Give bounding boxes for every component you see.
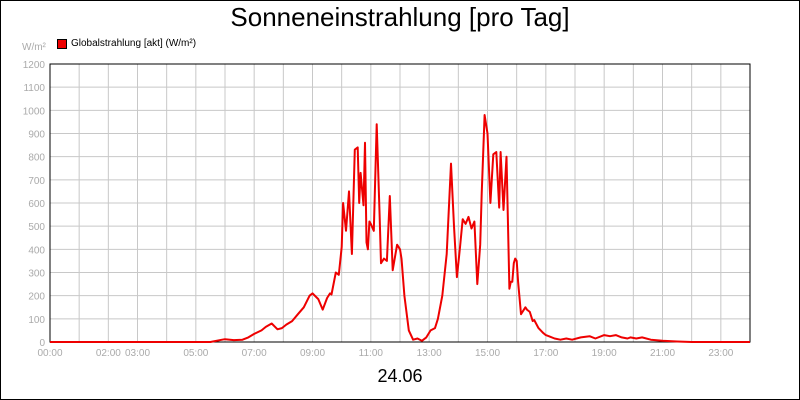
y-tick-label: 1100 bbox=[23, 83, 45, 94]
x-tick-label: 03:00 bbox=[125, 348, 150, 359]
x-tick-label: 17:00 bbox=[533, 348, 558, 359]
y-tick-label: 0 bbox=[39, 338, 45, 349]
grid bbox=[50, 64, 750, 342]
y-tick-label: 500 bbox=[28, 222, 45, 233]
y-tick-label: 200 bbox=[28, 292, 45, 303]
x-tick-label: 23:00 bbox=[708, 348, 733, 359]
y-tick-label: 400 bbox=[28, 245, 45, 256]
x-tick-label: 21:00 bbox=[650, 348, 675, 359]
y-tick-label: 700 bbox=[28, 176, 45, 187]
legend: Globalstrahlung [akt] (W/m²) bbox=[57, 38, 196, 49]
x-tick-label: 15:00 bbox=[475, 348, 500, 359]
x-tick-label: 05:00 bbox=[183, 348, 208, 359]
y-tick-label: 1200 bbox=[23, 60, 46, 71]
y-tick-label: 300 bbox=[28, 269, 45, 280]
x-tick-label: 00:00 bbox=[37, 348, 62, 359]
y-tick-label: 900 bbox=[28, 130, 45, 141]
y-tick-label: 100 bbox=[28, 315, 45, 326]
legend-label: Globalstrahlung [akt] (W/m²) bbox=[71, 38, 197, 49]
x-tick-labels: 00:00 02:00 03:00 05:00 07:00 09:00 11:00 13:00… bbox=[37, 348, 733, 359]
x-tick-label: 07:00 bbox=[242, 348, 267, 359]
plot-area bbox=[49, 63, 751, 343]
series-line-globalstrahlung bbox=[50, 114, 750, 343]
y-tick-label: 800 bbox=[28, 153, 45, 164]
x-tick-label: 09:00 bbox=[300, 348, 325, 359]
y-tick-label: 600 bbox=[28, 199, 45, 210]
y-tick-label: 1000 bbox=[23, 106, 46, 117]
chart-title: Sonneneinstrahlung [pro Tag] bbox=[230, 2, 570, 32]
date-label: 24.06 bbox=[377, 366, 423, 386]
y-tick-labels: 0 100 200 300 400 500 600 700 800 900 1000 1100 1200 bbox=[23, 60, 46, 349]
x-tick-label: 13:00 bbox=[417, 348, 442, 359]
x-tick-label: 02:00 bbox=[96, 348, 121, 359]
x-tick-label: 19:00 bbox=[592, 348, 617, 359]
x-tick-label: 11:00 bbox=[359, 348, 384, 359]
legend-swatch bbox=[57, 38, 67, 49]
y-axis-unit: W/m² bbox=[22, 42, 46, 53]
